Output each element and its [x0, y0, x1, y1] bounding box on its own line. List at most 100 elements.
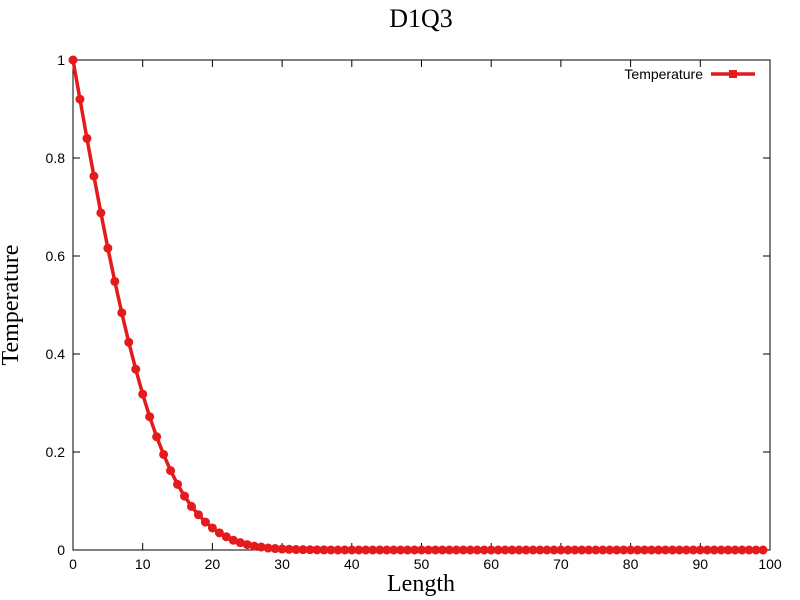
- data-point: [695, 545, 705, 555]
- data-point: [716, 545, 726, 555]
- data-point: [117, 308, 127, 318]
- data-point: [486, 545, 496, 555]
- data-point: [528, 545, 538, 555]
- data-point: [647, 545, 657, 555]
- data-point: [723, 545, 733, 555]
- data-point: [277, 544, 287, 554]
- data-point: [270, 544, 280, 554]
- y-tick-label: 1: [57, 52, 65, 68]
- data-point: [152, 432, 162, 442]
- data-point: [131, 364, 141, 374]
- data-point: [417, 545, 426, 555]
- data-point: [514, 545, 524, 555]
- data-point: [542, 545, 552, 555]
- data-point: [437, 545, 447, 555]
- data-point: [68, 55, 78, 65]
- data-point: [653, 545, 663, 555]
- chart-title: D1Q3: [389, 4, 453, 33]
- data-point: [326, 545, 336, 555]
- data-point: [354, 545, 364, 555]
- data-point: [180, 491, 190, 501]
- data-point: [291, 545, 301, 555]
- data-point: [570, 545, 580, 555]
- x-tick-label: 60: [483, 556, 499, 572]
- data-point: [347, 545, 357, 555]
- data-point: [145, 412, 155, 422]
- data-point: [242, 540, 252, 550]
- data-point: [375, 545, 385, 555]
- data-point: [75, 94, 85, 104]
- data-point: [200, 517, 210, 527]
- data-point: [681, 545, 691, 555]
- data-point: [465, 545, 475, 555]
- x-axis-title: Length: [387, 571, 455, 597]
- data-point: [737, 545, 747, 555]
- data-point: [688, 545, 698, 555]
- data-point: [556, 545, 566, 555]
- x-tick-label: 0: [69, 556, 77, 572]
- data-point: [340, 545, 350, 555]
- data-point: [389, 545, 399, 555]
- data-point: [96, 208, 106, 218]
- data-point: [674, 545, 684, 555]
- data-point: [605, 545, 615, 555]
- data-point: [507, 545, 517, 555]
- legend: Temperature: [624, 66, 755, 82]
- data-point: [444, 545, 454, 555]
- y-tick-label: 0.8: [46, 150, 66, 166]
- data-point: [535, 545, 545, 555]
- data-point: [89, 171, 99, 181]
- data-point: [702, 545, 712, 555]
- x-tick-label: 40: [344, 556, 360, 572]
- data-point: [430, 545, 440, 555]
- x-tick-label: 80: [623, 556, 639, 572]
- data-point: [186, 501, 196, 511]
- data-point: [667, 545, 677, 555]
- x-tick-label: 100: [758, 556, 782, 572]
- x-tick-label: 70: [553, 556, 569, 572]
- y-tick-label: 0.4: [46, 346, 66, 362]
- data-point: [284, 544, 294, 554]
- x-tick-label: 90: [693, 556, 709, 572]
- data-point: [563, 545, 573, 555]
- data-point: [263, 543, 273, 553]
- data-point: [577, 545, 587, 555]
- data-point: [228, 535, 238, 545]
- data-point: [368, 545, 378, 555]
- data-point: [451, 545, 461, 555]
- data-point: [312, 545, 322, 555]
- data-point: [305, 545, 315, 555]
- series-temperature: [68, 55, 768, 555]
- data-point: [249, 541, 259, 551]
- x-tick-label: 10: [135, 556, 151, 572]
- data-point: [214, 528, 224, 538]
- data-point: [82, 133, 92, 143]
- data-point: [633, 545, 643, 555]
- data-point: [110, 276, 120, 286]
- data-point: [221, 532, 231, 542]
- data-point: [159, 449, 169, 459]
- legend-marker-temperature: [729, 70, 737, 78]
- data-point: [584, 545, 594, 555]
- data-point: [458, 545, 468, 555]
- y-tick-label: 0.2: [46, 444, 66, 460]
- data-point: [493, 545, 503, 555]
- data-point: [521, 545, 531, 555]
- data-point: [423, 545, 433, 555]
- data-point: [612, 545, 622, 555]
- legend-label-temperature: Temperature: [624, 66, 703, 82]
- data-point: [235, 538, 245, 548]
- data-point: [744, 545, 754, 555]
- data-point: [598, 545, 608, 555]
- axis-ticks: [72, 59, 771, 551]
- data-point: [173, 479, 183, 489]
- data-point: [298, 545, 308, 555]
- data-point: [472, 545, 482, 555]
- data-point: [626, 545, 636, 555]
- data-point: [500, 545, 510, 555]
- data-point: [751, 545, 761, 555]
- data-point: [103, 243, 113, 253]
- y-tick-label: 0: [57, 542, 65, 558]
- data-point: [730, 545, 740, 555]
